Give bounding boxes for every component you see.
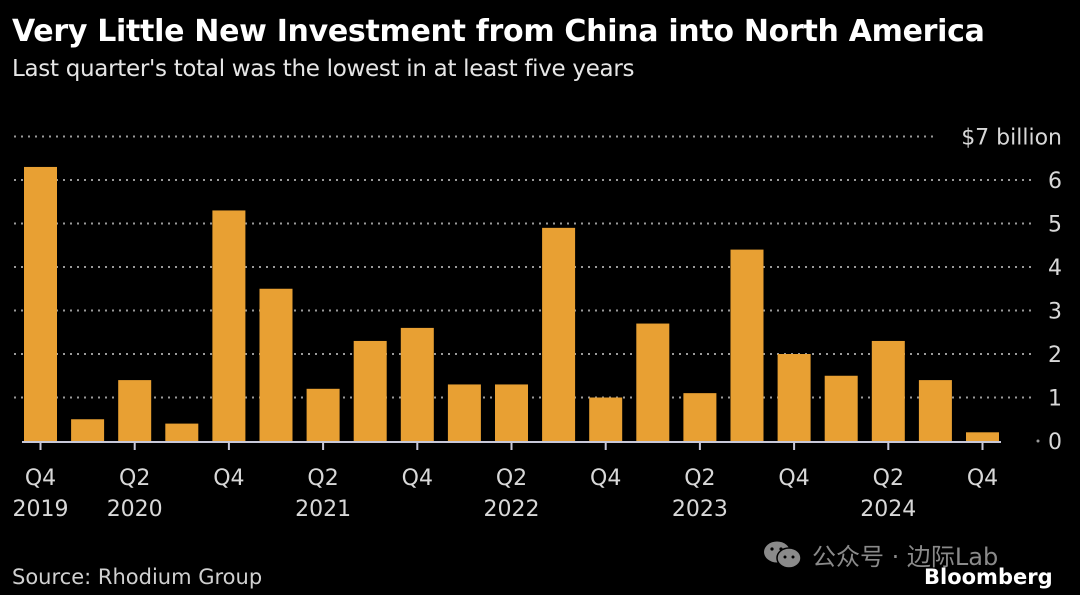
bar [447, 384, 481, 441]
gridlines [14, 135, 1040, 443]
y-tick-label: 0 [1048, 430, 1062, 455]
watermark-text: 公众号 · 边际Lab [812, 543, 999, 571]
zero-marker [1036, 439, 1040, 443]
x-tick-label-quarter: Q2 [119, 466, 150, 491]
bar [871, 340, 905, 441]
bar [495, 384, 528, 441]
x-tick-label-quarter: Q4 [402, 466, 433, 491]
x-axis [22, 441, 1001, 450]
y-tick-label: 2 [1048, 343, 1062, 368]
x-axis-labels: Q4 2019 Q2 2020 Q4 Q2 2021 Q4 Q2 2022 Q4 Q2 2023 Q4 Q2… [13, 466, 999, 522]
bar [306, 388, 340, 441]
source-note: Source: Rhodium Group [12, 565, 263, 589]
bar [353, 340, 387, 441]
y-tick-label: 6 [1048, 169, 1062, 194]
x-tick-label-year: 2020 [107, 497, 163, 522]
x-tick-label-year: 2021 [295, 497, 351, 522]
bar [636, 323, 670, 441]
chart-title: Very Little New Investment from China in… [12, 14, 985, 49]
x-tick-label-year: 2023 [672, 497, 728, 522]
wechat-icon [764, 541, 802, 569]
x-tick-label-year: 2019 [13, 497, 69, 522]
bar [71, 419, 105, 441]
x-tick-label-quarter: Q2 [307, 466, 338, 491]
bar [259, 288, 293, 441]
y-tick-label: 4 [1048, 256, 1062, 281]
x-tick-label-quarter: Q4 [967, 466, 998, 491]
x-tick-label-quarter: Q2 [873, 466, 904, 491]
bars [24, 166, 999, 441]
y-tick-label: $7 billion [961, 126, 1062, 151]
bar [24, 166, 57, 441]
bar [212, 210, 246, 441]
bar [918, 380, 952, 441]
y-tick-label: 1 [1048, 387, 1062, 412]
x-tick-label-quarter: Q4 [778, 466, 809, 491]
bar [118, 380, 152, 441]
y-tick-label: 5 [1048, 213, 1062, 238]
bar [730, 249, 764, 441]
watermark: 公众号 · 边际Lab [762, 537, 998, 572]
x-tick-label-year: 2024 [860, 497, 916, 522]
y-tick-label: 3 [1048, 300, 1062, 325]
x-tick-label-quarter: Q2 [684, 466, 715, 491]
x-tick-label-quarter: Q4 [25, 466, 56, 491]
bloomberg-logo: Bloomberg [924, 565, 1053, 589]
bar [165, 423, 199, 441]
x-tick-label-year: 2022 [484, 497, 540, 522]
bar [589, 397, 623, 441]
y-axis-labels: $7 billion 6 5 4 3 2 1 0 [961, 126, 1062, 456]
bar [542, 227, 576, 441]
x-tick-label-quarter: Q4 [590, 466, 621, 491]
x-tick-label-quarter: Q2 [496, 466, 527, 491]
chart-subtitle: Last quarter's total was the lowest in a… [12, 56, 635, 82]
bar [966, 432, 999, 441]
bar [824, 375, 858, 441]
bar [683, 393, 717, 441]
bar [400, 327, 434, 441]
x-tick-label-quarter: Q4 [213, 466, 244, 491]
bar [777, 354, 811, 441]
